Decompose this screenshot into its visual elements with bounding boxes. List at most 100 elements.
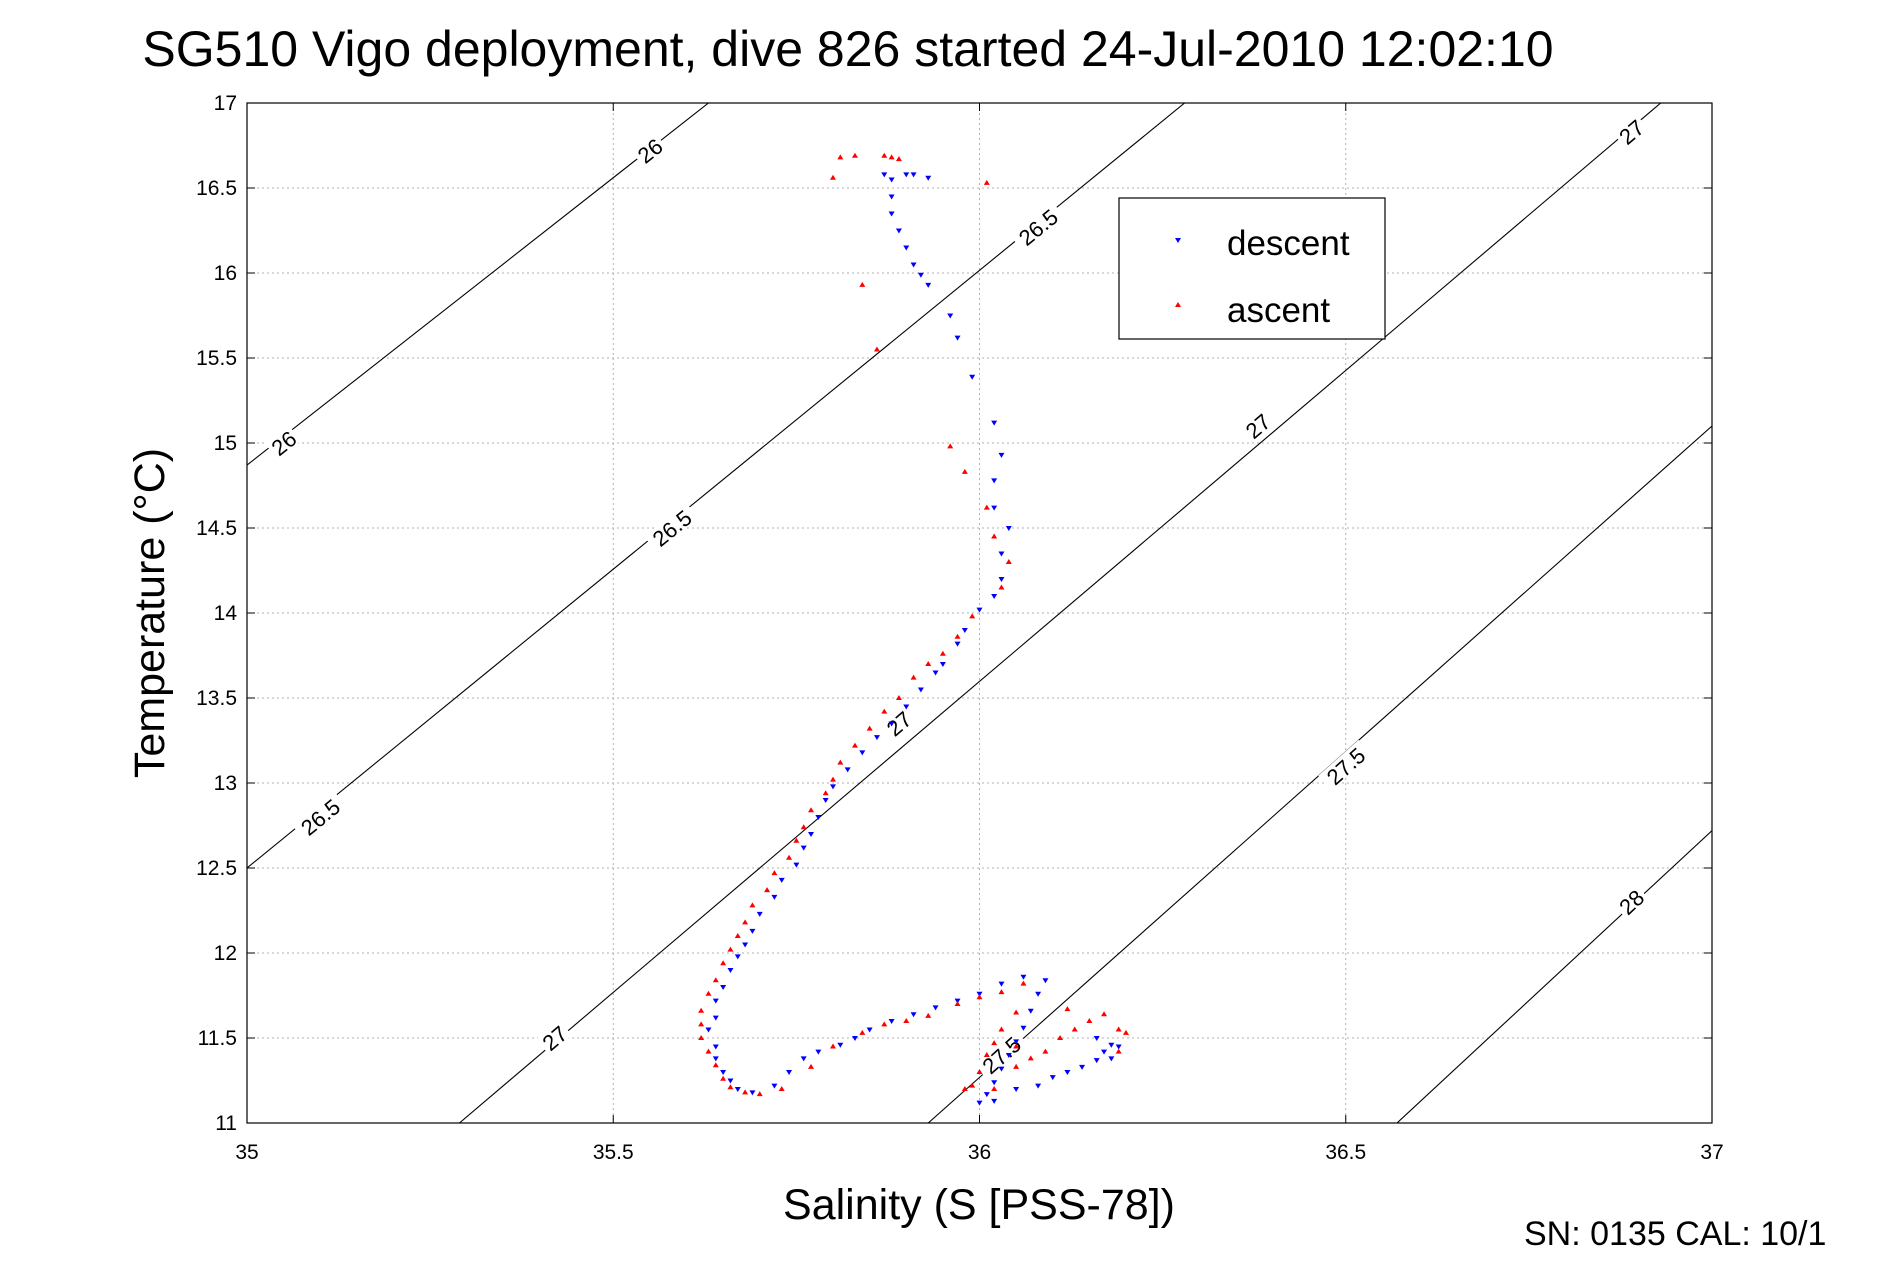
descent-point [1108,1042,1115,1048]
descent-point [712,1044,719,1050]
descent-point [991,505,998,511]
y-tick-label: 11.5 [198,1027,237,1050]
descent-point [749,1090,756,1096]
ascent-point [881,152,888,158]
descent-point [991,1080,998,1086]
descent-point [910,1012,917,1018]
descent-point [991,420,998,426]
descent-point [815,1049,822,1055]
descent-point [1005,1053,1012,1058]
y-tick-label: 16.5 [196,177,237,200]
ascent-point [712,977,719,983]
descent-point [734,954,741,960]
ascent-point [822,790,829,796]
descent-point [895,228,902,234]
ascent-point [991,1086,998,1091]
legend: descent ascent [1118,197,1386,340]
descent-point [712,998,719,1004]
ascent-point [1013,1043,1020,1049]
descent-point [888,194,895,200]
descent-point [932,670,939,676]
ascent-point [1013,1063,1020,1069]
ascent-point [830,174,836,180]
ascent-point [859,281,866,287]
descent-point [976,607,983,613]
ascent-point [961,468,968,474]
ascent-point [830,776,836,782]
ascent-point [808,1063,815,1069]
descent-point [888,177,895,183]
descent-point [1042,978,1049,984]
descent-point [712,1015,719,1021]
descent-point [822,798,829,803]
ascent-point [851,742,858,748]
legend-descent-marker [1175,238,1181,243]
ascent-point [1013,1009,1020,1015]
legend-ascent-marker [1175,302,1181,307]
descent-point [742,942,749,948]
ascent-point [969,1082,976,1088]
ascent-point [998,989,1005,995]
ascent-point [991,533,998,539]
descent-point [881,172,888,178]
ascent-point [705,1048,712,1054]
ascent-point [925,661,932,666]
ascent-point [976,994,983,1000]
descent-point [925,282,932,288]
y-axis-label: Temperature (°C) [126,448,174,778]
descent-point [720,985,727,990]
descent-point [925,175,932,181]
descent-point [961,628,968,633]
ascent-point [764,887,771,893]
descent-point [888,721,895,727]
descent-point [1020,974,1027,980]
descent-point [1079,1064,1086,1070]
descent-point [727,1078,734,1084]
descent-point [720,1070,727,1075]
contour-label-background [643,502,699,553]
ascent-point [1115,1048,1122,1054]
y-tick-label: 16 [214,262,237,285]
descent-point [998,1066,1005,1072]
descent-point [939,662,946,667]
descent-point [815,815,822,820]
descent-point [1093,1036,1100,1041]
ascent-point [983,179,990,185]
ascent-point [983,504,990,510]
y-tick-label: 14.5 [196,517,237,540]
contour-label-background [1612,113,1649,149]
y-tick-label: 15.5 [196,347,237,370]
ascent-point [895,156,902,162]
y-tick-label: 11 [215,1112,237,1135]
ascent-point [742,1089,749,1095]
ascent-point [925,1012,932,1018]
descent-point [1027,1008,1034,1014]
descent-point [888,211,895,217]
ascent-point [954,633,961,639]
ascent-point [837,759,844,765]
descent-point [991,1098,998,1104]
ascent-point [961,1086,968,1091]
axis-ticks: 35 35.5 36 36.5 37 11 11.5 12 12.5 13 13.5 14 14.5 15… [196,92,1724,1164]
descent-point [830,784,836,790]
chart-title: SG510 Vigo deployment, dive 826 started … [142,21,1553,77]
legend-box [1118,197,1386,340]
descent-point [903,704,910,710]
ascent-point [771,870,778,876]
ascent-point [720,1075,727,1081]
density-contour-line [247,103,709,466]
y-tick-label: 14 [214,602,238,625]
x-tick-label: 36 [968,1141,991,1164]
ascent-point [1123,1029,1129,1035]
ascent-point [983,1052,990,1057]
contour-label-background [631,132,668,167]
ascent-point [969,613,976,619]
descent-point [873,735,880,741]
ascent-point [954,1001,961,1006]
descent-point [793,862,800,868]
ascent-point [727,1084,734,1090]
ascent-point [837,154,844,160]
serial-calibration-note: SN: 0135 CAL: 10/1 [1524,1215,1826,1253]
x-tick-label: 36.5 [1325,1141,1366,1164]
descent-point [991,478,998,484]
